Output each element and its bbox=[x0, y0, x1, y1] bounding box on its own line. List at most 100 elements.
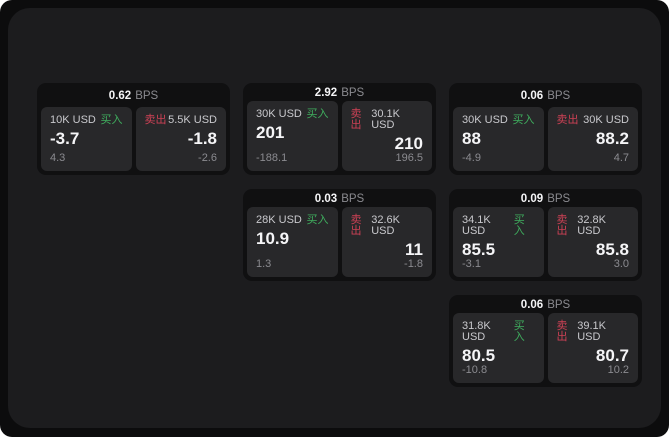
sell-delta-value: 10.2 bbox=[607, 364, 629, 376]
buy-size-label: 30K USD bbox=[462, 114, 508, 126]
buy-tile-header: 31.8K USD 买入 bbox=[462, 321, 535, 343]
sell-tile-header: 卖出 5.5K USD bbox=[145, 115, 218, 126]
sell-size-label: 32.8K USD bbox=[577, 214, 606, 238]
sell-tile[interactable]: 卖出 32.8K USD 85.8 3.0 bbox=[547, 207, 638, 277]
buy-price-value: 80.5 bbox=[462, 346, 496, 366]
card-header: 2.92 BPS bbox=[247, 87, 432, 101]
sell-price-value: 80.7 bbox=[595, 346, 629, 366]
buy-tile[interactable]: 31.8K USD 买入 80.5 -10.8 bbox=[453, 313, 544, 383]
buy-delta-value: 4.3 bbox=[50, 152, 66, 164]
buy-tile[interactable]: 10K USD 买入 -3.7 4.3 bbox=[41, 107, 132, 171]
card-header: 0.09 BPS bbox=[453, 193, 638, 207]
sell-size-label: 30K USD bbox=[583, 114, 629, 126]
bps-suffix-label: BPS bbox=[547, 193, 571, 206]
buy-tile-header: 30K USD 买入 bbox=[462, 115, 535, 126]
sell-tile[interactable]: 卖出 30.1K USD 210 196.5 bbox=[341, 101, 432, 171]
buy-size-label: 31.8K USD bbox=[462, 320, 491, 344]
buy-delta-value: 1.3 bbox=[256, 258, 272, 270]
spread-bps-value: 0.06 bbox=[520, 90, 544, 103]
sell-tile[interactable]: 卖出 32.6K USD 11 -1.8 bbox=[341, 207, 432, 277]
buy-side-label: 买入 bbox=[100, 114, 123, 126]
buy-tile[interactable]: 28K USD 买入 10.9 1.3 bbox=[247, 207, 338, 277]
buy-delta-value: -10.8 bbox=[462, 364, 488, 376]
sell-delta-value: 196.5 bbox=[395, 152, 423, 164]
sell-size-label: 30.1K USD bbox=[371, 108, 400, 132]
buy-price-value: 88 bbox=[462, 129, 481, 148]
buy-tile[interactable]: 34.1K USD 买入 85.5 -3.1 bbox=[453, 207, 544, 277]
quote-card: 0.06 BPS 31.8K USD 买入 80.5 -10.8 卖出 39.1… bbox=[449, 295, 642, 387]
sell-tile-header: 卖出 32.8K USD bbox=[557, 215, 630, 237]
buy-size-label: 34.1K USD bbox=[462, 214, 491, 238]
card-body: 30K USD 买入 201 -188.1 卖出 30.1K USD 210 1… bbox=[247, 101, 432, 171]
quote-card: 0.62 BPS 10K USD 买入 -3.7 4.3 卖出 5.5K USD… bbox=[37, 83, 230, 175]
buy-side-label: 买入 bbox=[513, 214, 525, 238]
spread-bps-value: 0.06 bbox=[520, 299, 544, 312]
spread-bps-value: 2.92 bbox=[314, 87, 338, 100]
buy-size-label: 10K USD bbox=[50, 114, 96, 126]
buy-size-label: 30K USD bbox=[256, 108, 302, 121]
sell-size-label: 32.6K USD bbox=[371, 214, 400, 238]
sell-tile-header: 卖出 30.1K USD bbox=[351, 109, 424, 131]
sell-delta-value: -1.8 bbox=[404, 258, 423, 270]
buy-price-value: 85.5 bbox=[462, 240, 496, 260]
quote-card: 2.92 BPS 30K USD 买入 201 -188.1 卖出 30.1K … bbox=[243, 83, 436, 175]
card-body: 34.1K USD 买入 85.5 -3.1 卖出 32.8K USD 85.8… bbox=[453, 207, 638, 277]
card-body: 30K USD 买入 88 -4.9 卖出 30K USD 88.2 4.7 bbox=[453, 107, 638, 171]
spread-bps-value: 0.62 bbox=[108, 90, 132, 103]
buy-delta-value: -3.1 bbox=[462, 258, 481, 270]
buy-price-value: 10.9 bbox=[256, 229, 290, 249]
buy-tile-header: 34.1K USD 买入 bbox=[462, 215, 535, 237]
card-header: 0.62 BPS bbox=[41, 87, 226, 107]
sell-tile[interactable]: 卖出 30K USD 88.2 4.7 bbox=[547, 107, 638, 171]
sell-tile[interactable]: 卖出 5.5K USD -1.8 -2.6 bbox=[135, 107, 226, 171]
sell-price-value: -1.8 bbox=[187, 129, 217, 148]
sell-delta-value: -2.6 bbox=[198, 152, 217, 164]
buy-delta-value: -4.9 bbox=[462, 152, 481, 164]
bps-suffix-label: BPS bbox=[341, 87, 365, 100]
quote-card: 0.09 BPS 34.1K USD 买入 85.5 -3.1 卖出 32.8K… bbox=[449, 189, 642, 281]
buy-tile[interactable]: 30K USD 买入 201 -188.1 bbox=[247, 101, 338, 171]
sell-price-value: 210 bbox=[394, 134, 423, 154]
card-header: 0.03 BPS bbox=[247, 193, 432, 207]
bps-suffix-label: BPS bbox=[547, 299, 571, 312]
card-header: 0.06 BPS bbox=[453, 299, 638, 313]
sell-side-label: 卖出 bbox=[556, 114, 579, 126]
sell-side-label: 卖出 bbox=[350, 214, 362, 238]
sell-delta-value: 3.0 bbox=[613, 258, 629, 270]
buy-tile[interactable]: 30K USD 买入 88 -4.9 bbox=[453, 107, 544, 171]
card-header: 0.06 BPS bbox=[453, 87, 638, 107]
sell-side-label: 卖出 bbox=[350, 108, 362, 132]
spread-bps-value: 0.09 bbox=[520, 193, 544, 206]
sell-delta-value: 4.7 bbox=[613, 152, 629, 164]
buy-tile-header: 28K USD 买入 bbox=[256, 215, 329, 226]
card-body: 31.8K USD 买入 80.5 -10.8 卖出 39.1K USD 80.… bbox=[453, 313, 638, 383]
bps-suffix-label: BPS bbox=[135, 90, 159, 103]
bps-suffix-label: BPS bbox=[341, 193, 365, 206]
sell-price-value: 11 bbox=[405, 240, 423, 260]
bps-suffix-label: BPS bbox=[547, 90, 571, 103]
sell-side-label: 卖出 bbox=[556, 214, 568, 238]
buy-side-label: 买入 bbox=[306, 214, 329, 227]
sell-tile[interactable]: 卖出 39.1K USD 80.7 10.2 bbox=[547, 313, 638, 383]
main-panel: 0.62 BPS 10K USD 买入 -3.7 4.3 卖出 5.5K USD… bbox=[8, 8, 661, 428]
spread-bps-value: 0.03 bbox=[314, 193, 338, 206]
buy-delta-value: -188.1 bbox=[256, 152, 288, 164]
quote-card: 0.03 BPS 28K USD 买入 10.9 1.3 卖出 32.6K US… bbox=[243, 189, 436, 281]
buy-size-label: 28K USD bbox=[256, 214, 302, 227]
buy-price-value: 201 bbox=[256, 123, 285, 143]
sell-tile-header: 卖出 32.6K USD bbox=[351, 215, 424, 237]
card-body: 10K USD 买入 -3.7 4.3 卖出 5.5K USD -1.8 -2.… bbox=[41, 107, 226, 171]
sell-tile-header: 卖出 39.1K USD bbox=[557, 321, 630, 343]
sell-tile-header: 卖出 30K USD bbox=[557, 115, 630, 126]
buy-side-label: 买入 bbox=[306, 108, 329, 121]
buy-side-label: 买入 bbox=[513, 320, 525, 344]
sell-size-label: 5.5K USD bbox=[168, 114, 217, 126]
buy-price-value: -3.7 bbox=[50, 129, 80, 148]
sell-price-value: 85.8 bbox=[595, 240, 629, 260]
buy-tile-header: 30K USD 买入 bbox=[256, 109, 329, 120]
sell-side-label: 卖出 bbox=[556, 320, 568, 344]
quote-card: 0.06 BPS 30K USD 买入 88 -4.9 卖出 30K USD 8… bbox=[449, 83, 642, 175]
sell-size-label: 39.1K USD bbox=[577, 320, 606, 344]
card-body: 28K USD 买入 10.9 1.3 卖出 32.6K USD 11 -1.8 bbox=[247, 207, 432, 277]
